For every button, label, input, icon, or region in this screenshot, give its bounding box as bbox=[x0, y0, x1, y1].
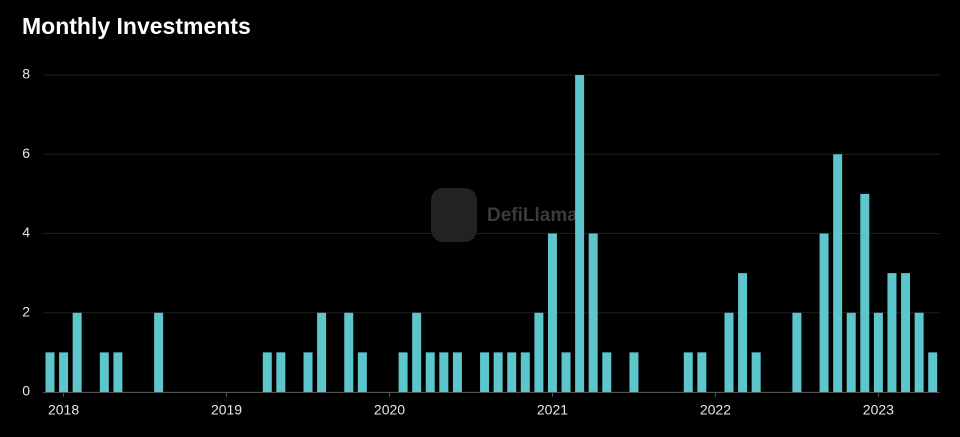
bar bbox=[412, 312, 422, 392]
bar bbox=[547, 233, 557, 392]
watermark-text: DefiLlama bbox=[487, 205, 578, 226]
bar bbox=[901, 273, 911, 392]
bar bbox=[303, 352, 313, 392]
bar bbox=[72, 312, 82, 392]
bar bbox=[520, 352, 530, 392]
x-tick-label: 2019 bbox=[211, 402, 242, 418]
bar bbox=[792, 312, 802, 392]
chart-title: Monthly Investments bbox=[22, 13, 251, 39]
bar bbox=[344, 312, 354, 392]
bar bbox=[833, 154, 843, 392]
x-tick-label: 2020 bbox=[374, 402, 405, 418]
bar bbox=[262, 352, 272, 392]
bar bbox=[439, 352, 449, 392]
watermark: DefiLlama bbox=[431, 188, 578, 242]
watermark-logo bbox=[431, 188, 477, 242]
bar bbox=[697, 352, 707, 392]
y-tick-label: 2 bbox=[22, 303, 30, 319]
bar bbox=[887, 273, 897, 392]
bar bbox=[751, 352, 761, 392]
bar bbox=[561, 352, 571, 392]
bar bbox=[683, 352, 693, 392]
y-tick-label: 6 bbox=[22, 145, 30, 161]
x-tick-label: 2023 bbox=[863, 402, 894, 418]
x-tick-label: 2021 bbox=[537, 402, 568, 418]
bar bbox=[493, 352, 503, 392]
bar bbox=[873, 312, 883, 392]
y-tick-label: 0 bbox=[22, 383, 30, 399]
bar bbox=[99, 352, 109, 392]
bar bbox=[588, 233, 598, 392]
bar bbox=[846, 312, 856, 392]
bar bbox=[154, 312, 164, 392]
bar bbox=[629, 352, 639, 392]
bar bbox=[914, 312, 924, 392]
bar bbox=[452, 352, 462, 392]
bar bbox=[860, 193, 870, 392]
bar bbox=[425, 352, 435, 392]
x-tick-label: 2018 bbox=[48, 402, 79, 418]
bar bbox=[724, 312, 734, 392]
bar bbox=[398, 352, 408, 392]
bar bbox=[45, 352, 55, 392]
bar bbox=[276, 352, 286, 392]
bar bbox=[602, 352, 612, 392]
bar bbox=[507, 352, 517, 392]
bar bbox=[317, 312, 327, 392]
bar bbox=[928, 352, 938, 392]
bar bbox=[113, 352, 123, 392]
bar bbox=[819, 233, 829, 392]
bar bbox=[534, 312, 544, 392]
bar bbox=[480, 352, 490, 392]
x-tick-label: 2022 bbox=[700, 402, 731, 418]
y-tick-label: 8 bbox=[22, 66, 30, 82]
bar bbox=[59, 352, 69, 392]
bar bbox=[575, 75, 585, 392]
bar bbox=[738, 273, 748, 392]
y-tick-label: 4 bbox=[22, 224, 30, 240]
bar bbox=[357, 352, 367, 392]
